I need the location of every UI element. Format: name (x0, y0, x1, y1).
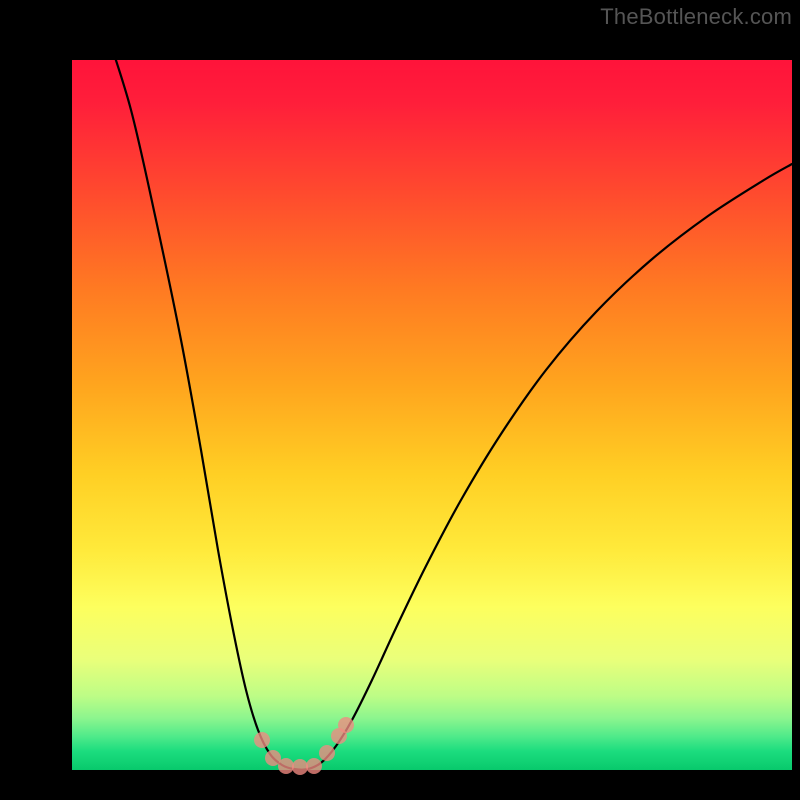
data-marker (319, 745, 335, 761)
chart-root: TheBottleneck.com (0, 0, 800, 800)
data-marker (306, 758, 322, 774)
data-marker (278, 758, 294, 774)
gradient-background (36, 30, 792, 770)
bottleneck-chart (0, 0, 800, 800)
data-marker (254, 732, 270, 748)
data-marker (338, 717, 354, 733)
data-marker (292, 759, 308, 775)
watermark-label: TheBottleneck.com (600, 4, 792, 30)
plot-area (36, 30, 792, 775)
